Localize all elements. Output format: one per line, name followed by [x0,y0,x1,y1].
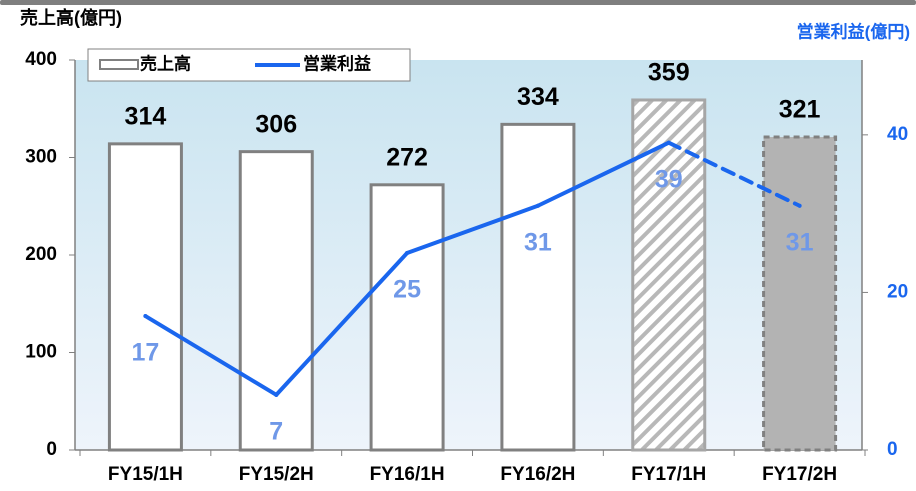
bar [500,122,576,452]
line-value-label: 31 [524,228,552,256]
line-value-label: 7 [269,417,283,445]
plot-area [75,60,862,450]
y-axis-title: 売上高(億円) [20,7,122,28]
line-segment [143,314,279,397]
x-tick-label: FY16/2H [500,464,575,485]
line-value-label: 17 [132,339,160,367]
y2-tick-label: 0 [887,439,898,460]
y2-axis-title: 営業利益(億円) [797,21,910,41]
y-tick-label: 400 [25,49,57,70]
bar-value-label: 359 [648,59,690,87]
line-value-label: 39 [655,165,683,193]
legend-label: 売上高 [140,53,191,73]
line-point [405,251,410,256]
bar-value-label: 334 [517,83,559,111]
x-tick-label: FY16/1H [370,464,445,485]
y2-tick-label: 40 [887,124,908,145]
bar-value-label: 314 [125,102,167,130]
line-value-label: 25 [393,276,421,304]
bar [107,142,183,452]
y-tick-label: 0 [46,439,57,460]
y-tick-label: 200 [25,244,57,265]
header-strip [0,0,916,5]
legend-swatch-bar [99,59,139,70]
line-segment [666,140,802,208]
x-tick-label: FY15/2H [239,464,314,485]
y-tick-label: 300 [25,147,57,168]
line-point [143,314,148,319]
bar [238,150,314,452]
y2-tick-label: 20 [887,281,908,302]
line-point [274,392,279,397]
x-tick-label: FY17/1H [631,464,706,485]
bar [631,98,707,452]
bar-value-label: 321 [779,96,821,124]
bar-value-label: 306 [255,110,297,138]
line-value-label: 31 [786,228,814,256]
x-tick-label: FY15/1H [108,464,183,485]
bar-value-label: 272 [386,143,428,171]
legend [87,48,411,82]
line-segment [535,140,671,208]
line-segment [405,203,540,256]
x-tick-label: FY17/2H [762,464,837,485]
legend-label: 営業利益 [303,53,371,73]
line-point [535,203,540,208]
y-tick-label: 100 [25,342,57,363]
line-point [797,203,802,208]
bar [762,135,838,452]
bar [369,183,445,452]
line-segment [274,251,410,397]
line-point [666,140,671,145]
